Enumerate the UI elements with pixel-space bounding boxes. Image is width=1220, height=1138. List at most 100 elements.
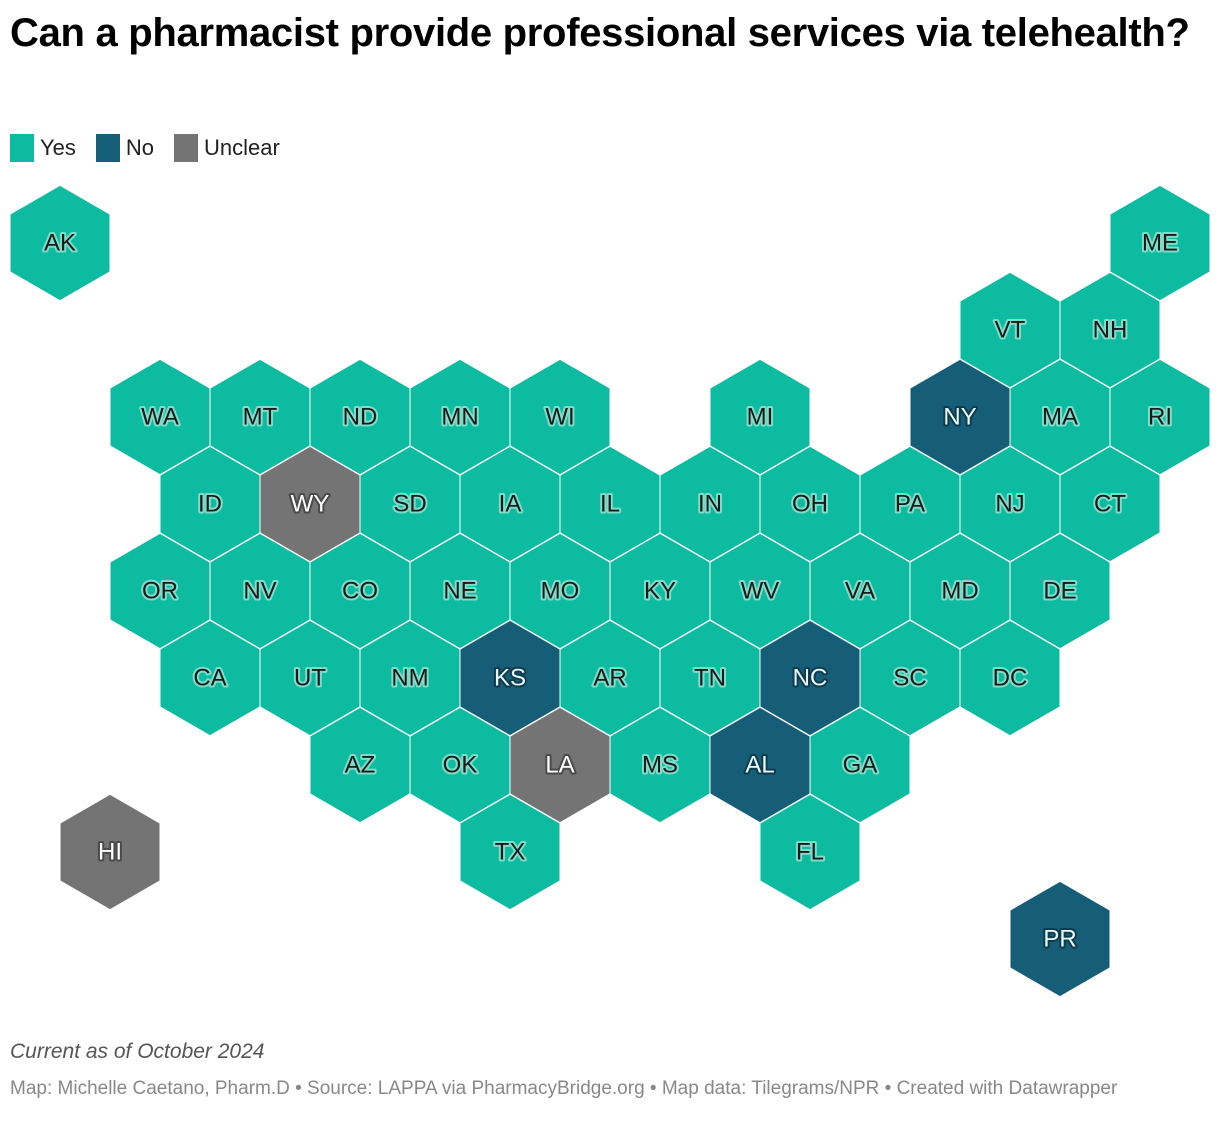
state-tile-tn[interactable]: TN bbox=[659, 619, 761, 737]
state-label: WY bbox=[291, 491, 330, 518]
state-label: IL bbox=[600, 491, 620, 518]
state-label: TX bbox=[495, 839, 526, 866]
state-label: IN bbox=[698, 491, 722, 518]
state-tile-me[interactable]: ME bbox=[1109, 184, 1211, 302]
state-hexagon[interactable] bbox=[1009, 880, 1111, 998]
state-label: AR bbox=[593, 665, 626, 692]
state-tile-nd[interactable]: ND bbox=[309, 358, 411, 476]
state-tile-in[interactable]: IN bbox=[659, 445, 761, 563]
state-label: GA bbox=[843, 752, 878, 779]
state-label: OK bbox=[443, 752, 478, 779]
state-tile-ny[interactable]: NY bbox=[909, 358, 1011, 476]
state-tile-ky[interactable]: KY bbox=[609, 532, 711, 650]
state-hexagon[interactable] bbox=[9, 184, 111, 302]
state-label: FL bbox=[796, 839, 824, 866]
state-tile-ma[interactable]: MA bbox=[1009, 358, 1111, 476]
legend: Yes No Unclear bbox=[10, 134, 300, 162]
state-tile-ga[interactable]: GA bbox=[809, 706, 911, 824]
state-tile-va[interactable]: VA bbox=[809, 532, 911, 650]
state-label: NY bbox=[943, 404, 976, 431]
state-label: NJ bbox=[995, 491, 1024, 518]
state-label: UT bbox=[294, 665, 326, 692]
legend-item-unclear: Unclear bbox=[174, 134, 280, 162]
legend-item-yes: Yes bbox=[10, 134, 76, 162]
state-tile-mi[interactable]: MI bbox=[709, 358, 811, 476]
state-tile-ca[interactable]: CA bbox=[159, 619, 261, 737]
state-tile-wv[interactable]: WV bbox=[709, 532, 811, 650]
state-label: PR bbox=[1043, 926, 1076, 953]
state-tile-tx[interactable]: TX bbox=[459, 793, 561, 911]
state-tile-ks[interactable]: KS bbox=[459, 619, 561, 737]
state-tile-hi[interactable]: HI bbox=[59, 793, 161, 911]
state-label: TN bbox=[694, 665, 726, 692]
state-label: OH bbox=[792, 491, 828, 518]
state-label: OR bbox=[142, 578, 178, 605]
state-label: MA bbox=[1042, 404, 1078, 431]
state-tile-ut[interactable]: UT bbox=[259, 619, 361, 737]
state-tile-la[interactable]: LA bbox=[509, 706, 611, 824]
state-tile-wa[interactable]: WA bbox=[109, 358, 211, 476]
state-label: VA bbox=[845, 578, 875, 605]
state-label: RI bbox=[1148, 404, 1172, 431]
state-tile-dc[interactable]: DC bbox=[959, 619, 1061, 737]
state-tile-nh[interactable]: NH bbox=[1059, 271, 1161, 389]
state-label: AL bbox=[745, 752, 774, 779]
state-tile-ar[interactable]: AR bbox=[559, 619, 661, 737]
state-label: AK bbox=[44, 230, 76, 257]
state-label: IA bbox=[499, 491, 522, 518]
credits: Map: Michelle Caetano, Pharm.D • Source:… bbox=[10, 1078, 1118, 1099]
state-label: CO bbox=[342, 578, 378, 605]
state-tile-ak[interactable]: AK bbox=[9, 184, 111, 302]
state-label: MT bbox=[243, 404, 278, 431]
state-label: KY bbox=[644, 578, 676, 605]
state-hexagon[interactable] bbox=[759, 793, 861, 911]
state-tile-vt[interactable]: VT bbox=[959, 271, 1061, 389]
state-label: DC bbox=[993, 665, 1028, 692]
state-label: DE bbox=[1043, 578, 1076, 605]
state-hexagon[interactable] bbox=[459, 793, 561, 911]
state-hexagon[interactable] bbox=[59, 793, 161, 911]
state-tile-de[interactable]: DE bbox=[1009, 532, 1111, 650]
state-tile-mo[interactable]: MO bbox=[509, 532, 611, 650]
state-tile-pr[interactable]: PR bbox=[1009, 880, 1111, 998]
legend-item-no: No bbox=[95, 134, 155, 162]
state-tile-nv[interactable]: NV bbox=[209, 532, 311, 650]
state-label: MS bbox=[642, 752, 678, 779]
state-tile-nm[interactable]: NM bbox=[359, 619, 461, 737]
legend-swatch-unclear bbox=[174, 134, 199, 162]
state-label: LA bbox=[545, 752, 574, 779]
state-label: PA bbox=[895, 491, 925, 518]
state-label: ME bbox=[1142, 230, 1178, 257]
date-note: Current as of October 2024 bbox=[10, 1040, 265, 1063]
state-tile-ri[interactable]: RI bbox=[1109, 358, 1211, 476]
state-label: MO bbox=[541, 578, 580, 605]
state-tile-mn[interactable]: MN bbox=[409, 358, 511, 476]
state-tile-co[interactable]: CO bbox=[309, 532, 411, 650]
state-tile-ia[interactable]: IA bbox=[459, 445, 561, 563]
state-tile-oh[interactable]: OH bbox=[759, 445, 861, 563]
state-label: SD bbox=[393, 491, 426, 518]
state-label: ID bbox=[198, 491, 222, 518]
state-label: ND bbox=[343, 404, 378, 431]
state-label: VT bbox=[995, 317, 1026, 344]
state-tile-az[interactable]: AZ bbox=[309, 706, 411, 824]
state-label: AZ bbox=[345, 752, 376, 779]
legend-swatch-yes bbox=[10, 134, 34, 162]
state-tile-ms[interactable]: MS bbox=[609, 706, 711, 824]
state-tile-wi[interactable]: WI bbox=[509, 358, 611, 476]
legend-swatch-no bbox=[95, 134, 120, 162]
state-tile-md[interactable]: MD bbox=[909, 532, 1011, 650]
state-tile-al[interactable]: AL bbox=[709, 706, 811, 824]
state-tile-nj[interactable]: NJ bbox=[959, 445, 1061, 563]
state-tile-ne[interactable]: NE bbox=[409, 532, 511, 650]
state-label: MD bbox=[941, 578, 978, 605]
state-label: WA bbox=[141, 404, 179, 431]
legend-label-unclear: Unclear bbox=[204, 135, 280, 160]
state-tile-id[interactable]: ID bbox=[159, 445, 261, 563]
state-hexagon[interactable] bbox=[959, 619, 1061, 737]
legend-label-no: No bbox=[125, 135, 155, 160]
state-label: MI bbox=[747, 404, 774, 431]
state-label: CT bbox=[1094, 491, 1126, 518]
state-tile-fl[interactable]: FL bbox=[759, 793, 861, 911]
